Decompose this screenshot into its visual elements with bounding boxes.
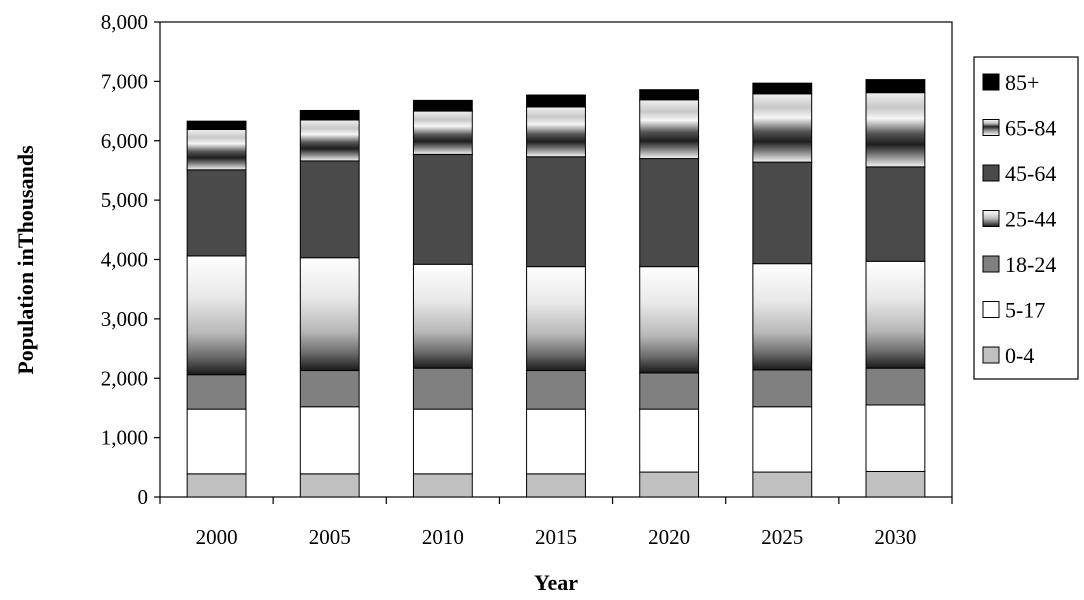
x-tick-label: 2030 — [874, 525, 916, 549]
y-tick-label: 2,000 — [101, 366, 148, 390]
legend-swatch-0-4 — [982, 346, 1000, 364]
legend-swatch-65-84 — [982, 119, 1000, 136]
bar-2015-85+ — [526, 94, 586, 108]
legend-swatch-25-44 — [982, 210, 1000, 227]
legend-label-25-44: 25-44 — [1005, 207, 1056, 232]
x-tick-label: 2000 — [196, 525, 238, 549]
bar-2010-65-84 — [412, 110, 473, 155]
bar-2005-18-24 — [299, 370, 360, 408]
bar-2030-85+ — [865, 79, 926, 94]
x-tick-label: 2020 — [648, 525, 690, 549]
y-tick-label: 5,000 — [101, 188, 148, 212]
bar-2000-45-64 — [186, 169, 247, 257]
bar-2015-0-4 — [526, 473, 586, 498]
bar-2005-85+ — [299, 109, 360, 121]
y-tick-label: 3,000 — [101, 307, 148, 331]
y-tick-label: 1,000 — [101, 426, 148, 450]
legend-label-65-84: 65-84 — [1005, 116, 1056, 141]
bar-2025-5-17 — [752, 406, 813, 473]
bar-2030-65-84 — [865, 92, 926, 168]
bar-2015-18-24 — [526, 370, 586, 410]
bar-2000-18-24 — [186, 374, 247, 410]
bar-2005-0-4 — [299, 473, 360, 498]
bar-2015-45-64 — [526, 156, 586, 268]
legend-label-0-4: 0-4 — [1005, 343, 1034, 368]
legend-swatch-85+ — [982, 73, 1000, 91]
bar-2000-5-17 — [186, 408, 247, 475]
y-tick-label: 8,000 — [101, 10, 148, 34]
bar-2020-45-64 — [639, 158, 700, 268]
bar-2010-25-44 — [412, 263, 473, 369]
bar-2000-25-44 — [186, 255, 247, 376]
y-tick-label: 6,000 — [101, 129, 148, 153]
bar-2030-18-24 — [865, 367, 926, 406]
y-tick-label: 7,000 — [101, 69, 148, 93]
bar-2030-5-17 — [865, 404, 926, 472]
x-tick-label: 2025 — [761, 525, 803, 549]
axes: 0 1,000 2,000 3,000 4,000 5,000 6,000 7,000 8,00… — [101, 10, 953, 549]
bar-2015-65-84 — [526, 106, 586, 158]
plot-area — [159, 21, 953, 498]
bar-2000-0-4 — [186, 473, 247, 498]
bar-2005-45-64 — [299, 160, 360, 259]
bar-2015-5-17 — [526, 408, 586, 475]
bar-2025-85+ — [752, 82, 813, 95]
legend-swatch-45-64 — [982, 164, 1000, 182]
legend-label-18-24: 18-24 — [1005, 252, 1056, 277]
y-tick-label: 0 — [138, 485, 149, 509]
legend-label-5-17: 5-17 — [1005, 298, 1045, 323]
bar-2010-18-24 — [412, 367, 473, 410]
bar-2000-85+ — [186, 120, 247, 130]
bar-2010-85+ — [412, 99, 473, 112]
bar-2010-5-17 — [412, 408, 473, 475]
bar-2020-5-17 — [639, 408, 700, 473]
legend-label-85+: 85+ — [1005, 70, 1039, 95]
bar-2000-65-84 — [186, 128, 247, 171]
x-tick-label: 2005 — [309, 525, 351, 549]
bar-2020-18-24 — [639, 372, 700, 410]
legend-label-45-64: 45-64 — [1005, 161, 1056, 186]
legend-swatch-18-24 — [982, 255, 1000, 273]
legend-swatch-5-17 — [982, 301, 1000, 318]
bar-2030-0-4 — [865, 470, 926, 498]
bar-2020-25-44 — [639, 266, 700, 374]
x-axis-title: Year — [534, 570, 578, 595]
bar-2005-25-44 — [299, 257, 360, 372]
x-tick-label: 2010 — [422, 525, 464, 549]
bar-2020-0-4 — [639, 471, 700, 498]
bar-2005-65-84 — [299, 119, 360, 162]
legend: 85+ 65-84 45-64 25-44 18-24 5-17 0-4 — [973, 56, 1079, 380]
y-axis-title: Population inThousands — [13, 145, 38, 375]
bar-2020-65-84 — [639, 99, 700, 160]
y-tick-label: 4,000 — [101, 248, 148, 272]
bar-2025-25-44 — [752, 263, 813, 371]
bar-2005-5-17 — [299, 406, 360, 475]
bar-2030-25-44 — [865, 260, 926, 369]
bar-2015-25-44 — [526, 266, 586, 372]
bar-2025-45-64 — [752, 161, 813, 265]
bar-2025-18-24 — [752, 369, 813, 408]
bar-2025-65-84 — [752, 93, 813, 163]
x-tick-label: 2015 — [535, 525, 577, 549]
bar-2010-45-64 — [412, 153, 473, 265]
bar-2010-0-4 — [412, 473, 473, 498]
bar-2020-85+ — [639, 89, 700, 101]
bar-2025-0-4 — [752, 471, 813, 498]
bar-2030-45-64 — [865, 166, 926, 262]
